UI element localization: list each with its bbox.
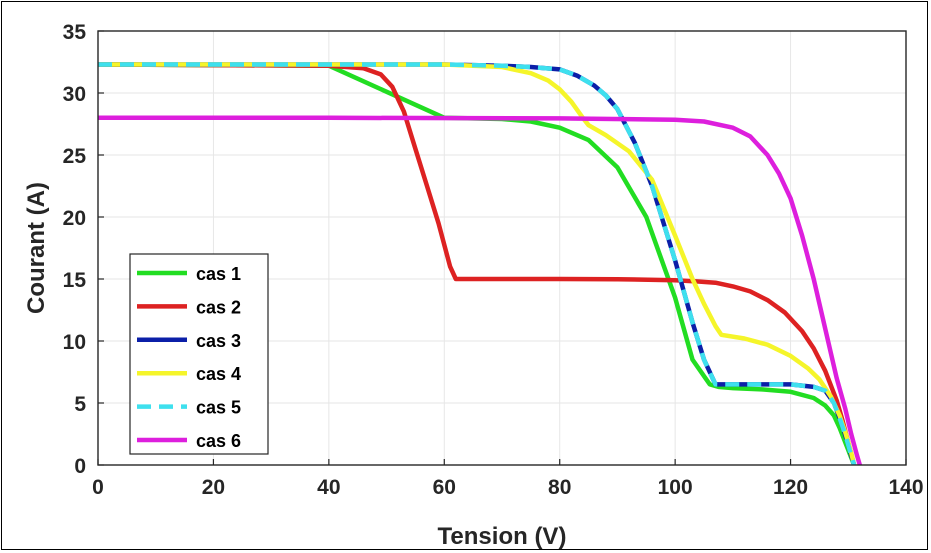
y-tick-label: 10 <box>63 331 86 354</box>
y-tick-label: 5 <box>74 393 86 416</box>
legend-label-cas-6: cas 6 <box>196 431 241 451</box>
x-tick-label: 0 <box>92 476 104 499</box>
x-tick-label: 80 <box>548 476 571 499</box>
x-axis-label: Tension (V) <box>438 523 567 550</box>
legend-box <box>129 253 269 455</box>
series-layer <box>98 62 863 465</box>
y-axis-label: Courant (A) <box>23 182 50 314</box>
x-tick-label: 100 <box>658 476 693 499</box>
legend-label-cas-1: cas 1 <box>196 264 241 284</box>
plot-border <box>97 30 907 466</box>
x-tick-label: 120 <box>773 476 808 499</box>
x-tick-label: 60 <box>433 476 456 499</box>
series-line-cas-6 <box>98 115 863 465</box>
series-line-cas-1 <box>98 62 857 465</box>
x-tick-label: 140 <box>888 476 923 499</box>
legend-label-cas-5: cas 5 <box>196 398 241 418</box>
y-tick-label: 0 <box>74 455 86 478</box>
legend-label-cas-2: cas 2 <box>196 297 241 317</box>
x-tick-label: 40 <box>317 476 340 499</box>
legend-label-cas-3: cas 3 <box>196 331 241 351</box>
y-tick-label: 30 <box>63 83 86 106</box>
legend-label-cas-4: cas 4 <box>196 364 241 384</box>
series-line-cas-4 <box>98 62 857 465</box>
y-tick-label: 20 <box>63 207 86 230</box>
y-tick-label: 15 <box>63 269 87 292</box>
y-tick-label: 35 <box>63 21 87 44</box>
y-tick-label: 25 <box>63 145 87 168</box>
tick-labels: 0 20 40 60 80 100 120 140 0 5 10 15 20 25 30 35 <box>63 21 924 499</box>
legend: cas 1 cas 2 cas 3 cas 4 cas 5 cas 6 <box>129 253 269 455</box>
x-tick-label: 20 <box>202 476 225 499</box>
series-line-cas-5 <box>98 62 857 465</box>
series-line-cas-2 <box>98 62 857 465</box>
